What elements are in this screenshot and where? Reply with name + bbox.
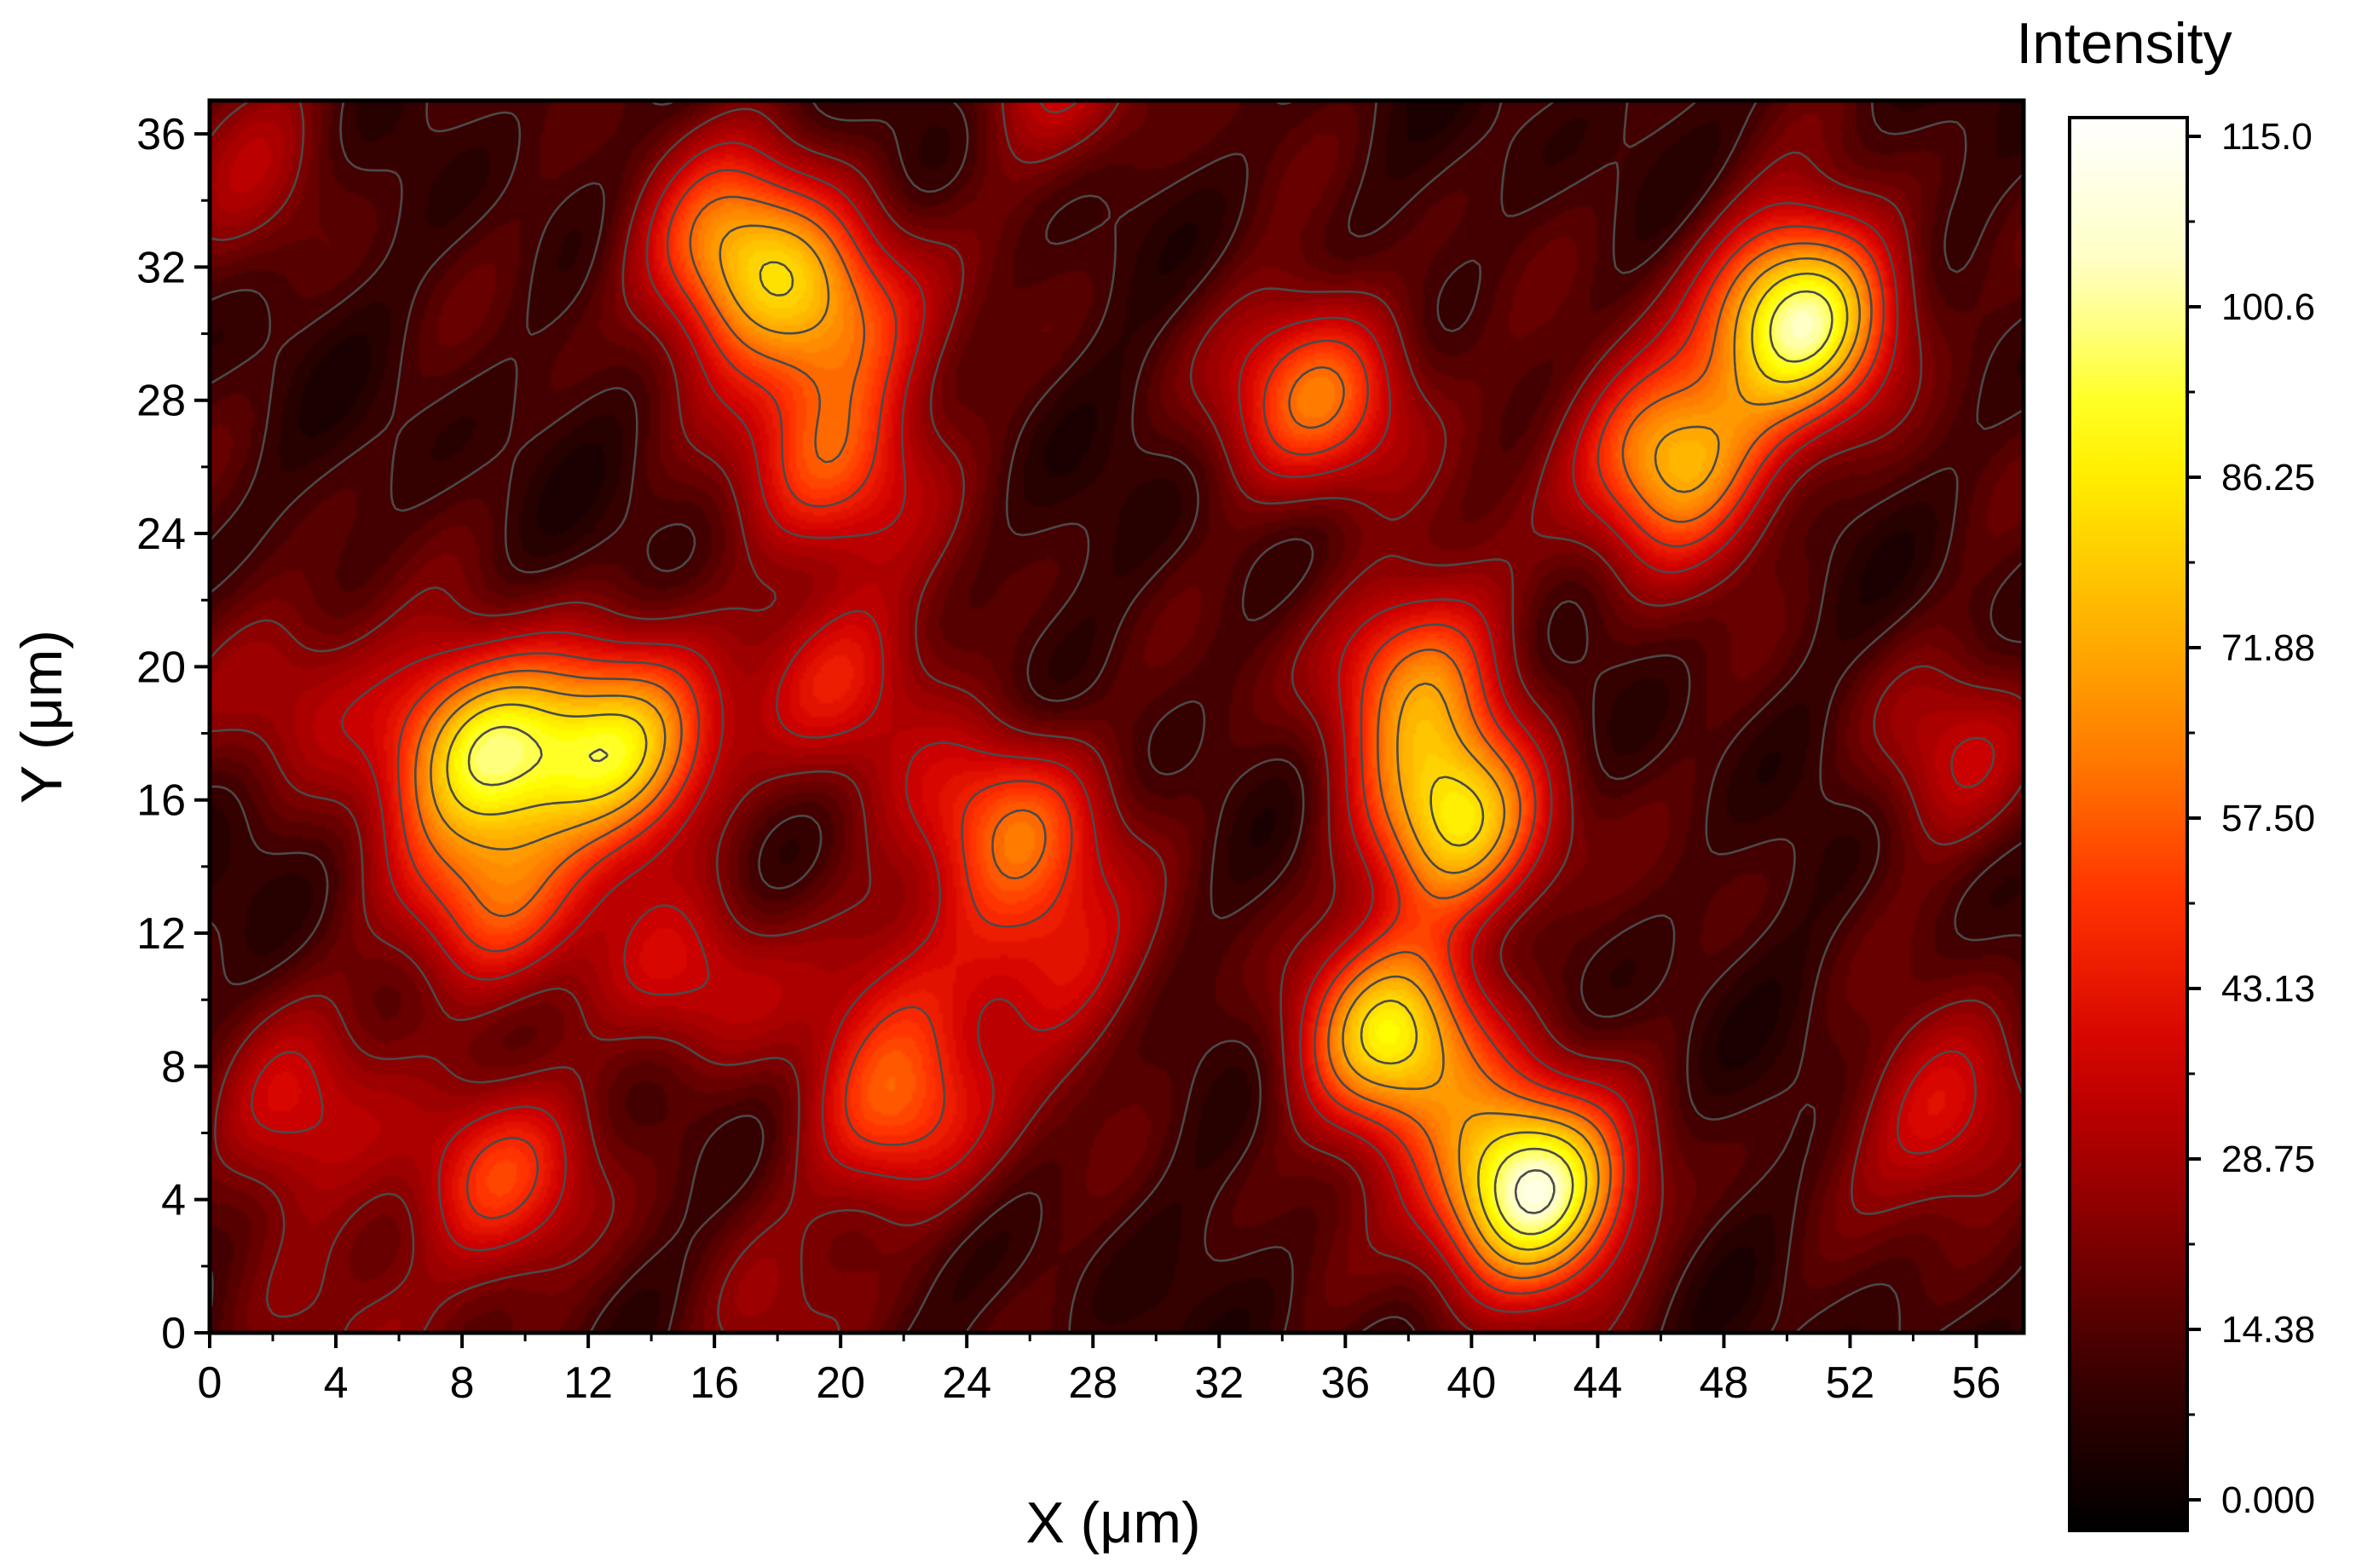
colorbar-tick-label: 115.0 xyxy=(2221,116,2313,158)
x-axis-ticks: 0 4 8 12 16 20 24 28 32 36 40 44 48 52 56 xyxy=(198,1333,2001,1408)
y-tick-label: 32 xyxy=(136,243,186,292)
y-tick-label: 20 xyxy=(136,643,186,692)
plot-area xyxy=(210,101,2024,1333)
x-tick-label: 36 xyxy=(1320,1358,1370,1408)
y-tick-label: 8 xyxy=(161,1042,186,1092)
y-axis-ticks: 0 4 8 12 16 20 24 28 32 36 xyxy=(136,110,210,1358)
x-axis-title: X (μm) xyxy=(1025,1490,1200,1555)
x-tick-label: 44 xyxy=(1573,1358,1622,1408)
y-tick-label: 0 xyxy=(161,1309,186,1358)
x-tick-label: 0 xyxy=(198,1358,222,1408)
contour-line xyxy=(210,101,2024,1333)
contour-lines xyxy=(210,101,2024,1333)
heatmap-image xyxy=(210,101,2024,1333)
x-tick-label: 24 xyxy=(942,1358,991,1408)
contour-line xyxy=(210,101,2024,1333)
x-tick-label: 56 xyxy=(1952,1358,2001,1408)
colorbar-tick-label: 14.38 xyxy=(2221,1309,2315,1351)
contour-line xyxy=(1514,1169,1556,1214)
colorbar-ticks: 0.000 14.38 28.75 43.13 57.50 71.88 86.25 100.6… xyxy=(2187,116,2315,1521)
x-tick-label: 28 xyxy=(1068,1358,1117,1408)
x-tick-label: 16 xyxy=(690,1358,739,1408)
colorbar-tick-label: 71.88 xyxy=(2221,627,2315,669)
colorbar-scale xyxy=(2068,116,2189,1532)
x-tick-label: 12 xyxy=(563,1358,613,1408)
colorbar-tick-label: 86.25 xyxy=(2221,457,2315,499)
colorbar-tick-label: 57.50 xyxy=(2221,798,2315,839)
contour-line xyxy=(396,169,1885,1295)
contour-line xyxy=(414,195,1873,1280)
x-tick-label: 52 xyxy=(1826,1358,1875,1408)
contour-line xyxy=(430,224,1862,1265)
colorbar-tick-label: 43.13 xyxy=(2221,968,2315,1010)
contour-line xyxy=(251,101,1995,1313)
plot-frame xyxy=(207,98,2026,1335)
x-tick-label: 48 xyxy=(1699,1358,1748,1408)
y-tick-label: 28 xyxy=(136,377,186,426)
contour-line xyxy=(446,261,1849,1251)
colorbar-tick-label: 28.75 xyxy=(2221,1139,2315,1180)
y-tick-label: 12 xyxy=(136,909,186,959)
colorbar-tick-label: 100.6 xyxy=(2221,286,2315,328)
y-tick-label: 4 xyxy=(161,1176,186,1225)
y-tick-label: 36 xyxy=(136,110,186,159)
x-tick-label: 8 xyxy=(450,1358,475,1408)
x-tick-label: 20 xyxy=(816,1358,865,1408)
x-tick-label: 4 xyxy=(324,1358,349,1408)
y-axis-title: Y (μm) xyxy=(9,630,74,804)
x-tick-label: 40 xyxy=(1447,1358,1496,1408)
x-tick-label: 32 xyxy=(1194,1358,1244,1408)
colorbar-tick-label: 0.000 xyxy=(2221,1479,2315,1521)
colorbar-title: Intensity xyxy=(2016,11,2232,76)
contour-line xyxy=(467,290,1833,1236)
colorbar: 0.000 14.38 28.75 43.13 57.50 71.88 86.25 100.6… xyxy=(2016,11,2315,1532)
y-tick-label: 16 xyxy=(136,776,186,826)
y-tick-label: 24 xyxy=(136,510,186,559)
